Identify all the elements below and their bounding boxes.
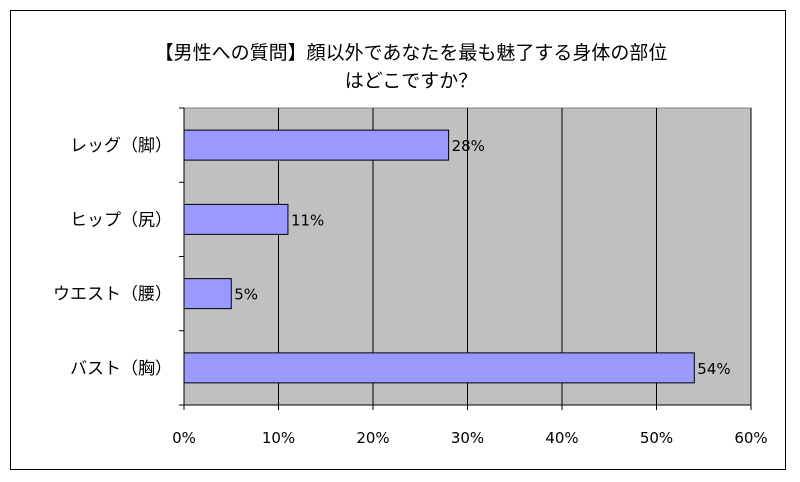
axes bbox=[179, 107, 752, 410]
data-label: 5% bbox=[234, 286, 258, 304]
x-tick-label: 40% bbox=[545, 429, 578, 447]
category-label: バスト（胸） bbox=[70, 359, 172, 379]
x-tick-label: 60% bbox=[734, 429, 767, 447]
category-label: レッグ（脚） bbox=[70, 136, 172, 156]
labels: 0% 10% 20% 30% 40% 50% 60% レッグ（脚） 28% ヒップ（尻） 11% ウエ… bbox=[53, 136, 768, 447]
bar bbox=[183, 278, 232, 310]
bars bbox=[183, 129, 695, 384]
data-label: 11% bbox=[291, 211, 324, 229]
bar bbox=[183, 352, 695, 384]
x-tick-label: 10% bbox=[262, 429, 295, 447]
data-label: 54% bbox=[697, 360, 730, 378]
x-tick-label: 20% bbox=[356, 429, 389, 447]
x-tick-label: 50% bbox=[640, 429, 673, 447]
category-label: ウエスト（腰） bbox=[53, 285, 172, 305]
bar bbox=[183, 129, 450, 161]
category-label: ヒップ（尻） bbox=[70, 210, 172, 230]
chart-title: 【男性への質問】顔以外であなたを最も魅了する身体の部位 はどこですか？ bbox=[154, 42, 668, 92]
x-tick-label: 0% bbox=[172, 429, 196, 447]
x-tick-label: 30% bbox=[451, 429, 484, 447]
data-label: 28% bbox=[452, 137, 485, 155]
bar bbox=[183, 203, 289, 235]
